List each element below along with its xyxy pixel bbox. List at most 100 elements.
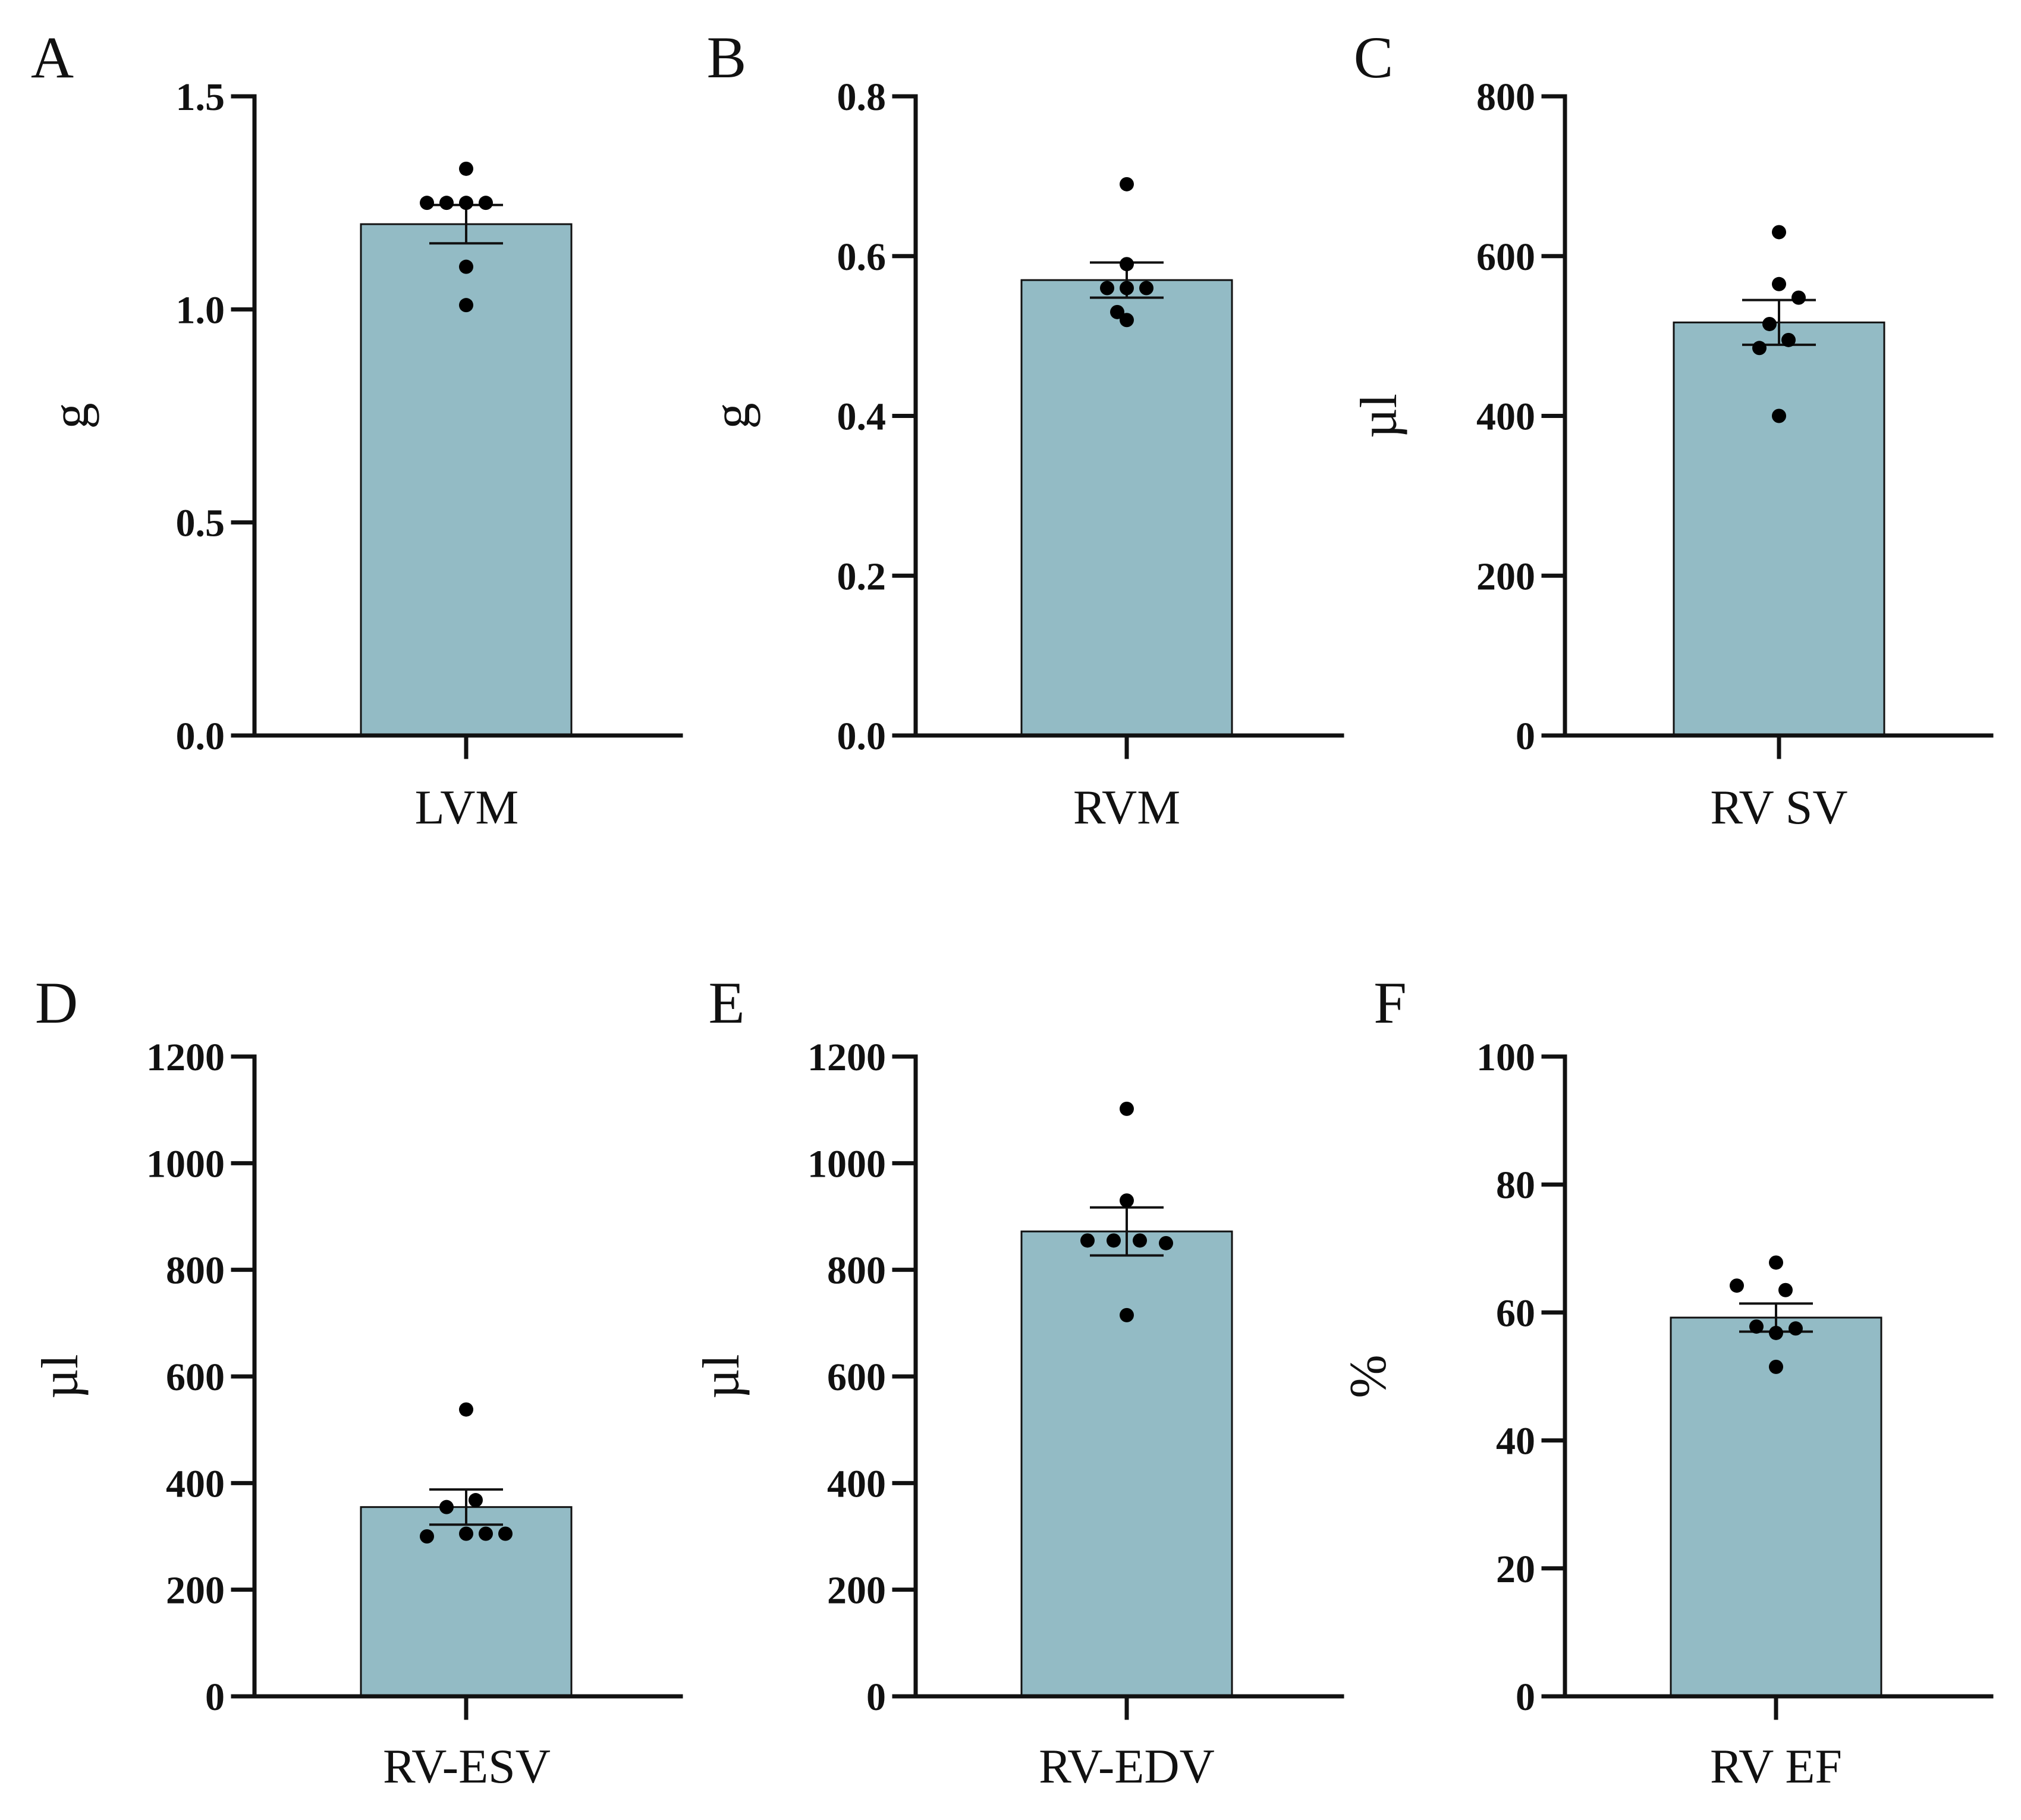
y-tick-label: 1000 <box>807 1142 886 1186</box>
y-axis-title: % <box>1340 1354 1397 1398</box>
data-point <box>1772 276 1786 291</box>
y-axis-title: µl <box>32 1354 89 1398</box>
data-point <box>439 196 454 210</box>
data-point <box>420 1529 434 1544</box>
y-tick-label: 1200 <box>807 1036 886 1079</box>
bar <box>1673 321 1885 737</box>
data-point <box>459 1402 473 1417</box>
data-point <box>1120 1101 1134 1116</box>
data-point <box>1772 225 1786 240</box>
y-tick-label: 600 <box>827 1356 886 1399</box>
y-tick-label: 0 <box>205 1676 225 1719</box>
y-tick-label: 100 <box>1476 1036 1535 1079</box>
y-tick-label: 800 <box>827 1249 886 1293</box>
data-point <box>1789 1321 1803 1336</box>
data-point <box>1133 1233 1147 1248</box>
y-tick-label: 0.4 <box>837 395 887 439</box>
panel-letter: E <box>708 970 744 1036</box>
data-point <box>1120 1193 1134 1208</box>
data-point <box>479 1526 493 1541</box>
y-axis-title: µl <box>1350 394 1408 438</box>
y-tick-label: 40 <box>1496 1420 1535 1463</box>
data-point <box>420 196 434 210</box>
y-tick-label: 400 <box>827 1462 886 1505</box>
y-tick-label: 0.6 <box>837 235 887 279</box>
y-tick-label: 800 <box>166 1249 225 1293</box>
category-label: RV-EDV <box>1039 1739 1215 1793</box>
panel-letter: F <box>1373 970 1407 1036</box>
bar <box>1020 1230 1233 1698</box>
y-tick-label: 600 <box>1476 235 1535 279</box>
data-point <box>459 161 473 176</box>
data-point <box>459 298 473 313</box>
data-point <box>1139 281 1153 296</box>
data-point <box>459 259 473 274</box>
data-point <box>1120 313 1134 328</box>
y-tick-label: 0 <box>1516 715 1535 758</box>
y-tick-label: 60 <box>1496 1291 1535 1335</box>
data-point <box>1778 1283 1793 1297</box>
data-point <box>1120 281 1134 296</box>
y-tick-label: 20 <box>1496 1548 1535 1591</box>
data-point <box>459 196 473 210</box>
chart-panel-d: Dµl 0 200 400 600 800 1000 1200 RV-ESV <box>32 970 683 1793</box>
data-point <box>1769 1325 1783 1340</box>
y-tick-label: 800 <box>1476 76 1535 119</box>
y-tick-label: 80 <box>1496 1164 1535 1207</box>
y-axis-title: µl <box>693 1354 750 1398</box>
y-tick-label: 1200 <box>146 1036 225 1079</box>
category-label: LVM <box>415 780 519 834</box>
data-point <box>1730 1278 1744 1293</box>
y-tick-label: 200 <box>166 1569 225 1612</box>
data-point <box>1769 1359 1783 1374</box>
data-point <box>1120 1307 1134 1322</box>
data-point <box>439 1500 454 1514</box>
bar <box>1020 279 1233 737</box>
data-point <box>1772 408 1786 423</box>
category-label: RV EF <box>1710 1739 1842 1793</box>
panel-letter: A <box>31 24 74 90</box>
y-tick-label: 0.5 <box>176 502 225 545</box>
y-axis-title: g <box>703 403 761 429</box>
data-point <box>1120 257 1134 272</box>
data-point <box>1749 1319 1764 1334</box>
data-point <box>1080 1233 1095 1248</box>
y-tick-label: 0.0 <box>176 715 225 758</box>
category-label: RV-ESV <box>383 1739 551 1793</box>
data-point <box>1752 341 1767 356</box>
y-tick-label: 1.0 <box>176 288 225 332</box>
panel-letter: B <box>707 24 747 90</box>
y-tick-label: 0.0 <box>837 715 887 758</box>
y-tick-label: 200 <box>827 1569 886 1612</box>
category-label: RV SV <box>1710 780 1847 834</box>
data-point <box>1120 177 1134 191</box>
y-tick-label: 600 <box>166 1356 225 1399</box>
chart-panel-f: F% 0 20 40 60 80 100 RV EF <box>1340 970 1994 1793</box>
y-axis-title: g <box>42 403 100 429</box>
panel-letter: C <box>1354 24 1394 90</box>
data-point <box>1110 304 1124 319</box>
y-tick-label: 0 <box>1516 1676 1535 1719</box>
data-point <box>1762 316 1777 331</box>
panel-letter: D <box>35 970 78 1036</box>
data-point <box>469 1493 483 1508</box>
data-point <box>479 196 493 210</box>
y-tick-label: 400 <box>1476 395 1535 439</box>
data-point <box>1791 290 1806 305</box>
chart-panel-a: Ag 0.0 0.5 1.0 1.5 LVM <box>31 24 683 834</box>
category-label: RVM <box>1073 780 1180 834</box>
chart-panel-b: Bg 0.0 0.2 0.4 0.6 0.8 RVM <box>703 24 1344 834</box>
y-tick-label: 400 <box>166 1462 225 1505</box>
y-tick-label: 200 <box>1476 555 1535 598</box>
chart-panel-e: Eµl 0 200 400 600 800 1000 1200 RV-EDV <box>693 970 1344 1793</box>
y-tick-label: 1.5 <box>176 76 225 119</box>
y-tick-label: 0.8 <box>837 76 887 119</box>
data-point <box>1769 1255 1783 1270</box>
data-point <box>459 1526 473 1541</box>
data-point <box>1100 281 1114 296</box>
data-point <box>1107 1233 1121 1248</box>
y-tick-label: 1000 <box>146 1142 225 1186</box>
data-point <box>1781 332 1796 347</box>
data-point <box>498 1526 513 1541</box>
